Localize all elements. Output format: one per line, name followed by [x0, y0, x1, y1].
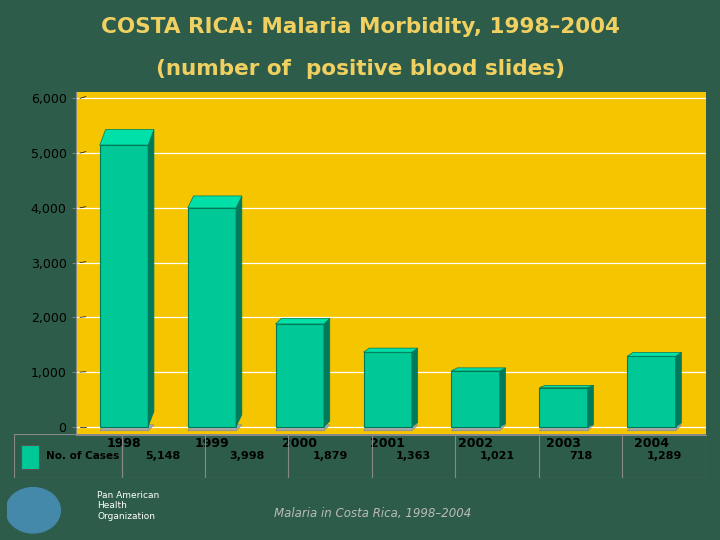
Polygon shape: [364, 352, 412, 427]
Polygon shape: [236, 196, 242, 427]
Polygon shape: [276, 324, 324, 427]
Polygon shape: [364, 425, 418, 431]
Text: 5,148: 5,148: [145, 451, 181, 461]
Text: 1,363: 1,363: [396, 451, 431, 461]
Text: 718: 718: [569, 451, 592, 461]
Text: No. of Cases: No. of Cases: [45, 451, 119, 461]
Polygon shape: [276, 425, 330, 431]
Text: 1,021: 1,021: [480, 451, 515, 461]
Polygon shape: [539, 386, 593, 388]
Polygon shape: [324, 318, 330, 427]
Text: (number of  positive blood slides): (number of positive blood slides): [156, 59, 564, 79]
Text: Malaria in Costa Rica, 1998–2004: Malaria in Costa Rica, 1998–2004: [274, 508, 471, 521]
Polygon shape: [188, 425, 242, 431]
Polygon shape: [412, 348, 418, 427]
Polygon shape: [451, 368, 505, 371]
Polygon shape: [539, 425, 593, 431]
Polygon shape: [276, 318, 330, 324]
Polygon shape: [451, 371, 500, 427]
Text: Pan American
Health
Organization: Pan American Health Organization: [97, 491, 159, 521]
Polygon shape: [364, 348, 418, 352]
Text: 1,879: 1,879: [312, 451, 348, 461]
Polygon shape: [500, 368, 505, 427]
Polygon shape: [188, 196, 242, 208]
Polygon shape: [588, 386, 593, 427]
Polygon shape: [675, 353, 681, 427]
Polygon shape: [539, 388, 588, 427]
Text: 1,289: 1,289: [646, 451, 682, 461]
Circle shape: [6, 488, 60, 533]
Polygon shape: [627, 356, 675, 427]
Text: 3,998: 3,998: [229, 451, 264, 461]
Polygon shape: [451, 425, 505, 431]
Polygon shape: [627, 425, 681, 431]
Polygon shape: [188, 208, 236, 427]
Polygon shape: [100, 145, 148, 427]
FancyBboxPatch shape: [22, 445, 39, 469]
Polygon shape: [100, 130, 154, 145]
Polygon shape: [148, 130, 154, 427]
Polygon shape: [100, 425, 154, 431]
Polygon shape: [627, 353, 681, 356]
Text: COSTA RICA: Malaria Morbidity, 1998–2004: COSTA RICA: Malaria Morbidity, 1998–2004: [101, 17, 619, 37]
